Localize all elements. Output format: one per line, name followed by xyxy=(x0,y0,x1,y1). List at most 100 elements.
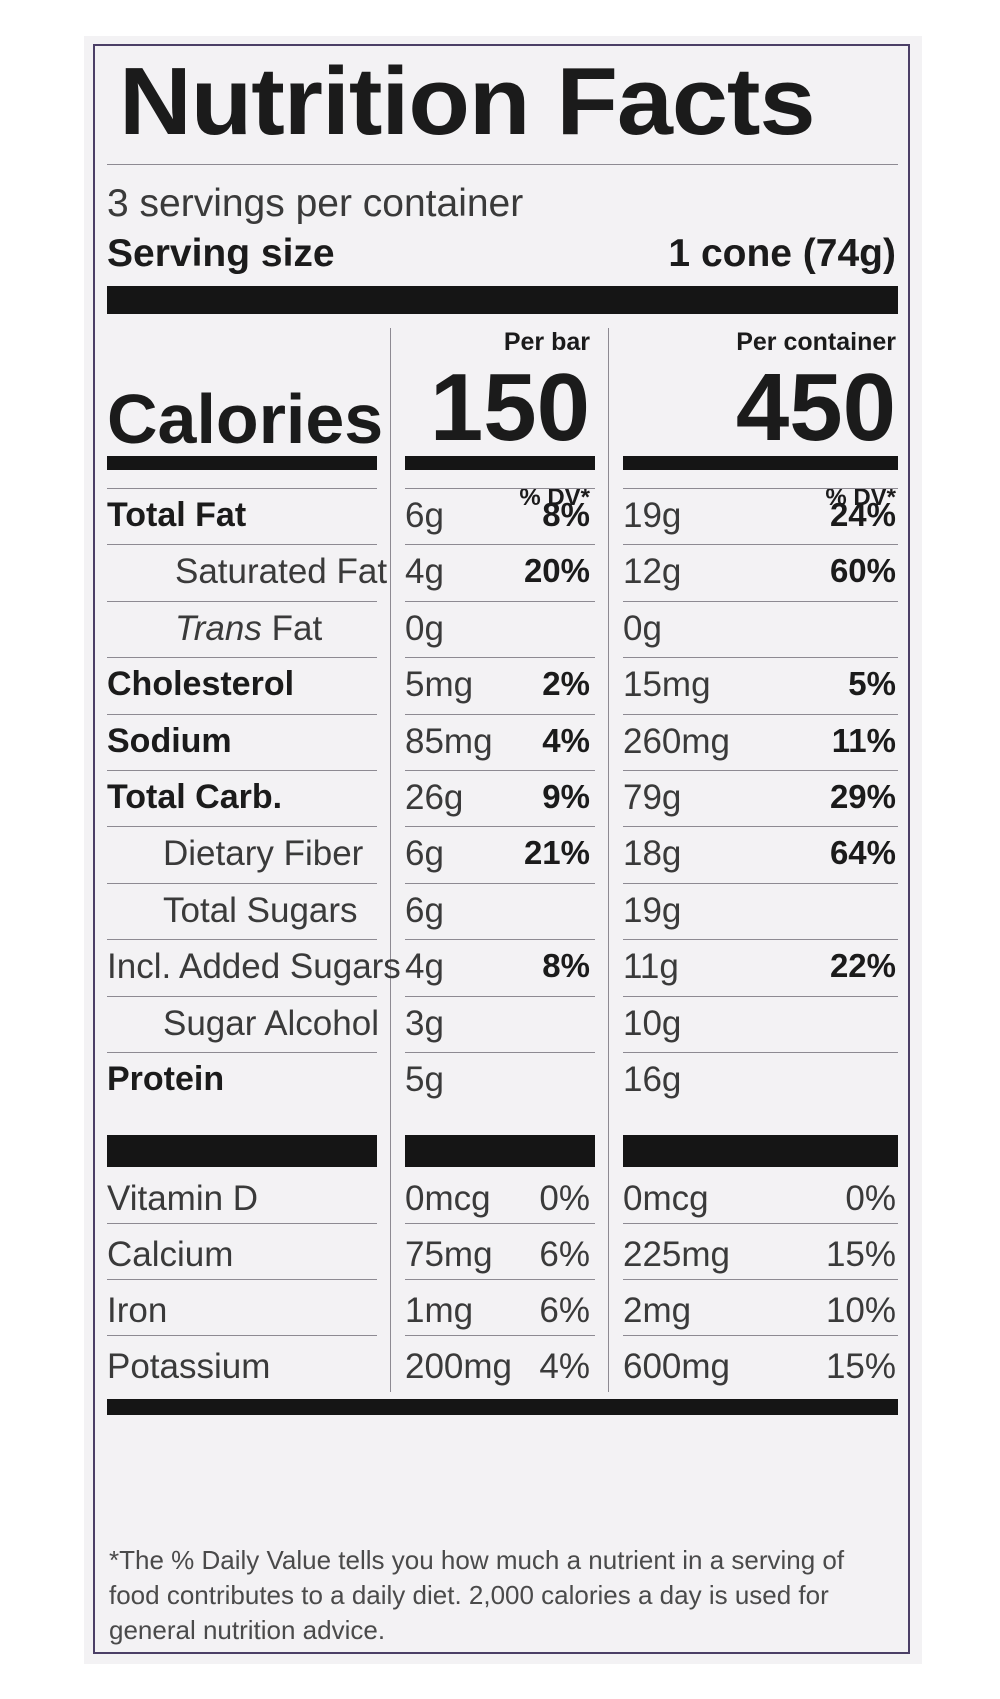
row-divider xyxy=(107,1052,377,1053)
per-serving-header: Per bar xyxy=(503,328,590,356)
vitamin-container-amount: 0mcg xyxy=(623,1179,709,1218)
thick-divider-bottom xyxy=(107,1399,898,1415)
row-divider xyxy=(107,714,377,715)
nutrient-name: Incl. Added Sugars xyxy=(107,947,401,986)
vitamin-name: Calcium xyxy=(107,1235,234,1274)
nutrient-name: Total Fat xyxy=(107,496,247,534)
vitamin-container-amount: 600mg xyxy=(623,1347,731,1386)
container-amount: 11g xyxy=(623,947,679,986)
serving-dv: 2% xyxy=(542,665,590,702)
serving-amount: 26g xyxy=(405,778,464,817)
row-divider xyxy=(405,714,595,715)
nutrient-name: Saturated Fat xyxy=(175,552,388,591)
calories-label: Calories xyxy=(107,380,384,458)
row-divider xyxy=(405,544,595,545)
container-amount: 10g xyxy=(623,1004,682,1043)
calories-bar-right xyxy=(623,456,898,470)
serving-amount: 5g xyxy=(405,1060,444,1099)
container-dv: 11% xyxy=(831,722,896,759)
vitamin-serving-amount: 1mg xyxy=(405,1291,474,1330)
row-divider xyxy=(623,996,898,997)
row-divider xyxy=(107,1335,377,1336)
serving-amount: 3g xyxy=(405,1004,444,1043)
vitamin-serving-dv: 4% xyxy=(539,1347,590,1386)
nutrition-facts-title: Nutrition Facts xyxy=(119,48,816,155)
nutrient-name: Cholesterol xyxy=(107,665,295,703)
row-divider xyxy=(623,939,898,940)
serving-dv: 20% xyxy=(523,552,590,589)
vitamin-container-dv: 0% xyxy=(845,1179,896,1218)
row-divider xyxy=(107,1223,377,1224)
container-amount: 19g xyxy=(623,496,682,535)
footnote: *The % Daily Value tells you how much a … xyxy=(109,1545,845,1645)
column-divider-right xyxy=(608,328,609,1392)
row-divider xyxy=(107,883,377,884)
container-dv: 60% xyxy=(829,552,896,589)
row-divider xyxy=(107,488,377,489)
vitamin-container-dv: 15% xyxy=(825,1347,896,1386)
row-divider xyxy=(405,657,595,658)
row-divider xyxy=(623,770,898,771)
servings-per-container: 3 servings per container xyxy=(107,182,524,225)
serving-dv: 9% xyxy=(542,778,590,815)
row-divider xyxy=(623,1279,898,1280)
container-amount: 0g xyxy=(623,609,662,648)
serving-amount: 6g xyxy=(405,496,444,535)
vitamin-bar-mid xyxy=(405,1135,595,1167)
serving-amount: 6g xyxy=(405,891,444,930)
vitamin-serving-amount: 0mcg xyxy=(405,1179,491,1218)
vitamin-container-amount: 2mg xyxy=(623,1291,692,1330)
title-divider xyxy=(107,164,898,165)
row-divider xyxy=(107,826,377,827)
vitamin-container-dv: 15% xyxy=(825,1235,896,1274)
vitamin-name: Potassium xyxy=(107,1347,271,1386)
vitamin-bar-left xyxy=(107,1135,377,1167)
vitamin-name: Vitamin D xyxy=(107,1179,259,1218)
vitamin-serving-amount: 75mg xyxy=(405,1235,493,1274)
nutrient-name: Total Sugars xyxy=(163,891,358,930)
vitamin-serving-dv: 6% xyxy=(539,1291,590,1330)
vitamin-serving-amount: 200mg xyxy=(405,1347,513,1386)
serving-size-value: 1 cone (74g) xyxy=(668,232,896,275)
calories-per-container: 450 xyxy=(735,354,896,461)
row-divider xyxy=(405,826,595,827)
container-amount: 16g xyxy=(623,1060,682,1099)
serving-size-label: Serving size xyxy=(107,232,335,275)
serving-amount: 85mg xyxy=(405,722,493,761)
row-divider xyxy=(107,601,377,602)
column-divider-left xyxy=(390,328,391,1392)
nutrient-name: Protein xyxy=(107,1060,225,1098)
serving-dv: 4% xyxy=(542,722,590,759)
row-divider xyxy=(623,1223,898,1224)
serving-amount: 6g xyxy=(405,834,444,873)
container-dv: 24% xyxy=(829,496,896,533)
per-container-header: Per container xyxy=(736,328,896,356)
serving-dv: 8% xyxy=(542,947,590,984)
serving-amount: 4g xyxy=(405,552,444,591)
row-divider xyxy=(623,488,898,489)
row-divider xyxy=(405,488,595,489)
row-divider xyxy=(405,939,595,940)
thick-divider-top xyxy=(107,286,898,314)
row-divider xyxy=(405,1279,595,1280)
vitamin-bar-right xyxy=(623,1135,898,1167)
container-amount: 260mg xyxy=(623,722,731,761)
serving-amount: 0g xyxy=(405,609,444,648)
row-divider xyxy=(405,1335,595,1336)
vitamin-container-amount: 225mg xyxy=(623,1235,731,1274)
serving-amount: 4g xyxy=(405,947,444,986)
nutrient-name: Dietary Fiber xyxy=(163,834,364,873)
row-divider xyxy=(405,883,595,884)
row-divider xyxy=(623,883,898,884)
row-divider xyxy=(107,939,377,940)
nutrient-name: Trans Fat xyxy=(175,611,322,646)
container-dv: 22% xyxy=(829,947,896,984)
nutrient-name-italic: Trans xyxy=(175,609,262,648)
nutrient-name: Total Carb. xyxy=(107,778,283,816)
vitamin-serving-dv: 0% xyxy=(539,1179,590,1218)
calories-bar-mid xyxy=(405,456,595,470)
nutrition-facts-panel: Nutrition Facts 3 servings per container… xyxy=(93,44,910,1654)
nutrient-name: Sugar Alcohol xyxy=(163,1004,379,1043)
row-divider xyxy=(107,544,377,545)
row-divider xyxy=(405,1223,595,1224)
